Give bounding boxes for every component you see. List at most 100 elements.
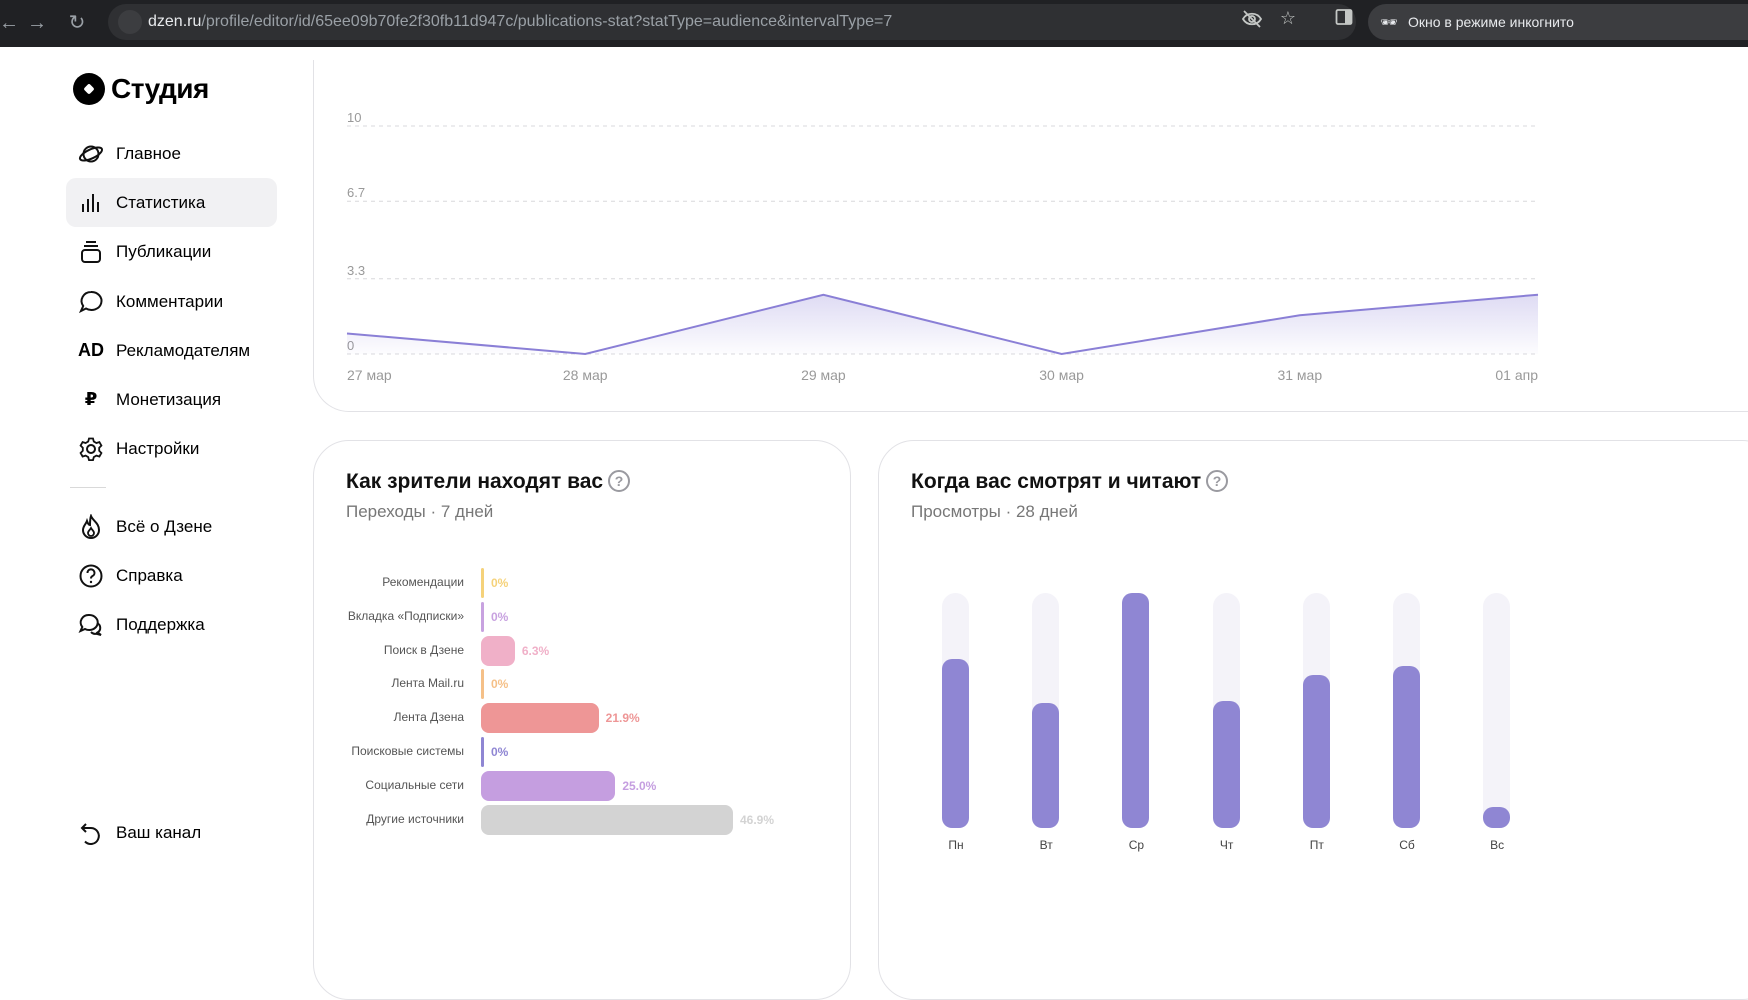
- eye-off-icon[interactable]: [1240, 8, 1264, 35]
- help-icon: [78, 563, 104, 589]
- source-bar[interactable]: [481, 805, 733, 835]
- chat-icon: [78, 612, 104, 638]
- source-bar[interactable]: [481, 669, 484, 699]
- site-settings-icon[interactable]: [118, 10, 142, 34]
- weekday-bar[interactable]: [1213, 701, 1240, 828]
- sidebar-item-monetization[interactable]: ₽ Монетизация: [66, 375, 277, 424]
- source-value: 25.0%: [622, 779, 656, 793]
- sidebar-item-label: Всё о Дзене: [116, 517, 212, 537]
- source-bar[interactable]: [481, 703, 599, 733]
- source-value: 0%: [491, 677, 508, 691]
- source-value: 6.3%: [522, 644, 549, 658]
- weekday-bar[interactable]: [1032, 703, 1059, 828]
- x-tick-label: 31 мар: [1277, 367, 1322, 383]
- sidebar-item-label: Комментарии: [116, 292, 223, 312]
- comment-icon: [78, 289, 104, 315]
- x-tick-label: 28 мар: [563, 367, 608, 383]
- sidebar-item-label: Монетизация: [116, 390, 221, 410]
- weekday-subtitle: Просмотры · 28 дней: [911, 502, 1078, 522]
- weekday-label: Чт: [1207, 838, 1247, 852]
- sidebar-item-label: Настройки: [116, 439, 199, 459]
- bar-stats-icon: [78, 190, 104, 216]
- weekday-bar[interactable]: [942, 659, 969, 828]
- incognito-label: Окно в режиме инкогнито: [1408, 14, 1574, 30]
- weekday-track: [1483, 593, 1510, 828]
- sidebar-item-publications[interactable]: Публикации: [66, 227, 277, 276]
- weekday-label: Вт: [1026, 838, 1066, 852]
- sidebar-item-about-dzen[interactable]: Всё о Дзене: [66, 502, 277, 551]
- sidebar-item-label: Публикации: [116, 242, 211, 262]
- logo-text: Студия: [111, 73, 209, 105]
- ad-icon: AD: [78, 338, 104, 364]
- weekday-label: Пн: [936, 838, 976, 852]
- source-bar[interactable]: [481, 771, 615, 801]
- source-label: Рекомендации: [314, 575, 464, 589]
- back-arrow-icon: [78, 820, 104, 846]
- weekday-label: Ср: [1116, 838, 1156, 852]
- weekday-title: Когда вас смотрят и читают: [911, 470, 1201, 494]
- address-bar[interactable]: dzen.ru/profile/editor/id/65ee09b70fe2f3…: [108, 4, 1356, 40]
- sidebar-item-label: Поддержка: [116, 615, 205, 635]
- sources-subtitle: Переходы · 7 дней: [346, 502, 493, 522]
- y-tick-label: 6.7: [347, 185, 365, 200]
- source-label: Вкладка «Подписки»: [314, 609, 464, 623]
- source-label: Лента Дзена: [314, 710, 464, 724]
- source-bar[interactable]: [481, 636, 515, 666]
- dzen-logo-icon: [73, 73, 105, 105]
- browser-toolbar: ← → ↻ dzen.ru/profile/editor/id/65ee09b7…: [0, 0, 1748, 47]
- forward-icon[interactable]: →: [22, 8, 52, 38]
- url-text[interactable]: dzen.ru/profile/editor/id/65ee09b70fe2f3…: [148, 4, 892, 40]
- x-tick-label: 01 апр: [1495, 367, 1538, 383]
- x-tick-label: 30 мар: [1039, 367, 1084, 383]
- sidebar-item-label: Рекламодателям: [116, 341, 250, 361]
- studio-logo[interactable]: Студия: [73, 72, 209, 106]
- source-bar[interactable]: [481, 737, 484, 767]
- sidebar-item-stats[interactable]: Статистика: [66, 178, 277, 227]
- sidebar-item-advertisers[interactable]: AD Рекламодателям: [66, 326, 277, 375]
- sidebar-item-your-channel[interactable]: Ваш канал: [66, 808, 277, 857]
- source-label: Поисковые системы: [314, 744, 464, 758]
- reload-icon[interactable]: ↻: [62, 8, 92, 38]
- sidebar-item-help[interactable]: Справка: [66, 551, 277, 600]
- source-label: Лента Mail.ru: [314, 676, 464, 690]
- side-panel-icon[interactable]: [1332, 8, 1356, 31]
- weekday-bar[interactable]: [1393, 666, 1420, 828]
- sidebar-item-comments[interactable]: Комментарии: [66, 277, 277, 326]
- weekday-bar[interactable]: [1483, 807, 1510, 828]
- flame-icon: [78, 514, 104, 540]
- source-label: Социальные сети: [314, 778, 464, 792]
- source-bar[interactable]: [481, 602, 484, 632]
- sidebar-item-label: Главное: [116, 144, 181, 164]
- source-value: 0%: [491, 610, 508, 624]
- sidebar-divider: [70, 487, 106, 488]
- ruble-icon: ₽: [78, 387, 104, 413]
- source-value: 0%: [491, 576, 508, 590]
- source-label: Поиск в Дзене: [314, 643, 464, 657]
- sources-title: Как зрители находят вас: [346, 470, 603, 494]
- star-icon[interactable]: ☆: [1276, 8, 1300, 29]
- sidebar-item-label: Ваш канал: [116, 823, 201, 843]
- sources-help-icon[interactable]: ?: [608, 470, 630, 492]
- incognito-badge[interactable]: 🕶 Окно в режиме инкогнито: [1368, 4, 1748, 40]
- x-tick-label: 29 мар: [801, 367, 846, 383]
- source-value: 21.9%: [606, 711, 640, 725]
- sidebar-item-label: Справка: [116, 566, 183, 586]
- weekday-label: Вс: [1477, 838, 1517, 852]
- sidebar-item-settings[interactable]: Настройки: [66, 424, 277, 473]
- weekday-help-icon[interactable]: ?: [1206, 470, 1228, 492]
- weekday-bar[interactable]: [1303, 675, 1330, 828]
- sidebar-item-main[interactable]: Главное: [66, 129, 277, 178]
- planet-icon: [78, 141, 104, 167]
- weekday-label: Пт: [1297, 838, 1337, 852]
- back-icon[interactable]: ←: [0, 8, 24, 38]
- weekday-bar[interactable]: [1122, 593, 1149, 828]
- url-path: /profile/editor/id/65ee09b70fe2f30fb11d9…: [201, 13, 892, 30]
- source-bar[interactable]: [481, 568, 484, 598]
- sidebar-item-support[interactable]: Поддержка: [66, 600, 277, 649]
- incognito-icon: 🕶: [1380, 4, 1398, 40]
- stack-icon: [78, 239, 104, 265]
- x-tick-label: 27 мар: [347, 367, 392, 383]
- weekday-label: Сб: [1387, 838, 1427, 852]
- source-value: 0%: [491, 745, 508, 759]
